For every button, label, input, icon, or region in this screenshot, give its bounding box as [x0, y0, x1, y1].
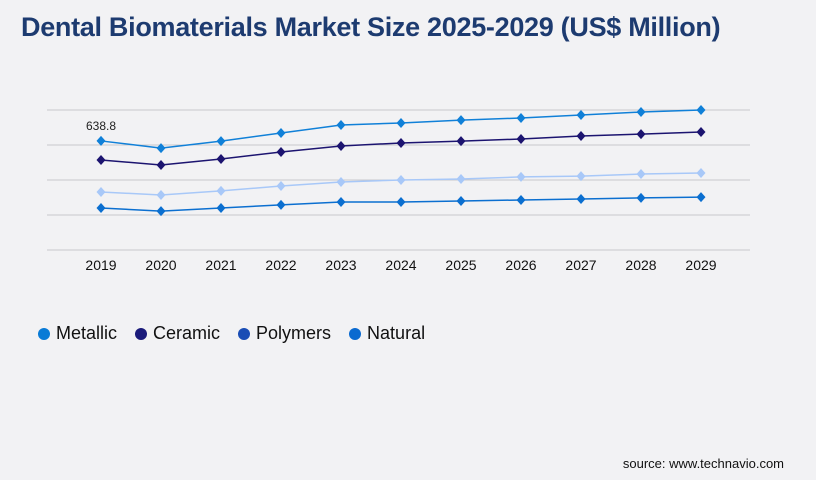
x-tick-label: 2027 [565, 257, 596, 273]
data-point-ceramic [276, 147, 286, 157]
x-tick-label: 2029 [685, 257, 716, 273]
legend-label: Polymers [256, 323, 332, 343]
data-point-ceramic [456, 136, 466, 147]
data-point-metallic [96, 135, 106, 146]
data-point-natural [396, 197, 406, 208]
data-point-metallic [576, 109, 586, 120]
data-point-ceramic [576, 130, 586, 141]
data-point-ceramic [396, 137, 406, 148]
data-point-metallic [696, 105, 706, 115]
legend-marker-icon [38, 327, 50, 340]
data-point-ceramic [96, 155, 106, 166]
data-point-metallic [396, 117, 406, 128]
data-point-natural [216, 203, 226, 213]
legend-marker-icon [349, 327, 362, 340]
x-tick-label: 2021 [205, 257, 236, 273]
legend-label: Natural [367, 323, 426, 343]
data-point-metallic [456, 115, 466, 126]
data-point-ceramic [516, 134, 526, 145]
data-point-natural [456, 196, 466, 206]
x-tick-label: 2028 [625, 257, 656, 273]
data-point-metallic [516, 113, 526, 124]
legend-marker-icon [135, 327, 148, 340]
data-point-polymers [96, 186, 106, 197]
data-point-natural [156, 206, 166, 217]
legend-item-metallic: Metallic [38, 323, 117, 344]
data-label: 638.8 [86, 119, 116, 133]
data-point-polymers [156, 190, 166, 201]
legend-marker-icon [238, 327, 251, 340]
x-tick-label: 2020 [145, 257, 176, 273]
legend-label: Metallic [56, 323, 118, 343]
chart-title: Dental Biomaterials Market Size 2025-202… [21, 12, 721, 42]
series-line-ceramic [100, 131, 702, 166]
data-point-metallic [336, 120, 346, 131]
x-tick-label: 2023 [325, 257, 356, 273]
data-point-polymers [456, 173, 466, 184]
x-tick-label: 2024 [385, 257, 416, 273]
data-point-ceramic [696, 127, 706, 138]
data-point-ceramic [216, 154, 226, 164]
data-point-polymers [396, 175, 406, 185]
data-point-ceramic [156, 159, 166, 170]
legend: Metallic Ceramic Polymers Natural [38, 323, 425, 344]
x-tick-label: 2025 [445, 257, 476, 273]
data-point-natural [696, 192, 706, 203]
data-point-metallic [156, 143, 166, 154]
legend-item-natural: Natural [349, 323, 425, 344]
data-point-ceramic [636, 129, 646, 140]
data-point-natural [636, 192, 646, 203]
x-tick-label: 2026 [505, 257, 536, 273]
legend-item-ceramic: Ceramic [135, 323, 220, 344]
source-note: source: www.technavio.com [622, 456, 784, 471]
data-point-polymers [216, 185, 226, 196]
x-tick-label: 2022 [265, 257, 296, 273]
data-point-polymers [576, 171, 586, 182]
data-point-ceramic [336, 141, 346, 152]
data-point-natural [516, 194, 526, 205]
data-point-natural [336, 197, 346, 208]
data-point-natural [96, 203, 106, 213]
data-point-polymers [276, 180, 286, 191]
data-point-metallic [276, 128, 286, 139]
x-tick-label: 2019 [85, 257, 116, 273]
data-point-polymers [696, 168, 706, 178]
data-point-natural [276, 199, 286, 210]
data-point-metallic [636, 107, 646, 118]
legend-item-polymers: Polymers [238, 323, 331, 344]
data-point-natural [576, 193, 586, 204]
data-point-polymers [336, 177, 346, 188]
data-point-metallic [216, 136, 226, 147]
line-chart: 2019 2020 2021 2022 2023 2024 2025 2026 2027 2028… [47, 105, 750, 273]
legend-label: Ceramic [153, 323, 221, 343]
data-point-polymers [636, 169, 646, 180]
data-point-polymers [516, 171, 526, 182]
